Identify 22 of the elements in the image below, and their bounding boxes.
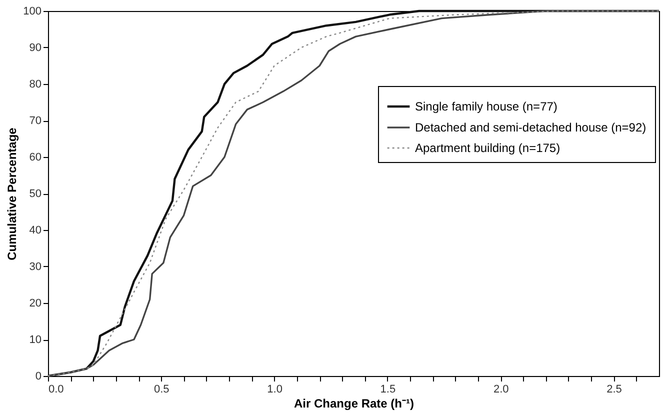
- legend-label: Apartment building (n=175): [415, 141, 560, 155]
- y-tick-label: 90: [29, 42, 42, 54]
- y-tick-label: 30: [29, 261, 42, 273]
- y-tick-label: 40: [29, 224, 42, 236]
- x-tick-label: 2.0: [493, 384, 509, 396]
- y-tick-label: 20: [29, 298, 42, 310]
- y-tick-label: 70: [29, 115, 42, 127]
- x-tick-label: 1.5: [380, 384, 396, 396]
- y-tick-label: 100: [23, 6, 42, 18]
- legend-label: Single family house (n=77): [415, 100, 558, 114]
- x-tick-label: 0.0: [48, 384, 64, 396]
- x-axis-title: Air Change Rate (h⁻¹): [294, 396, 414, 410]
- y-axis-title: Cumulative Percentage: [5, 127, 20, 260]
- y-tick-label: 80: [29, 78, 42, 90]
- y-tick-label: 60: [29, 152, 42, 164]
- y-tick-label: 0: [35, 370, 42, 382]
- y-tick-label: 50: [29, 188, 42, 200]
- x-tick-label: 0.5: [154, 384, 170, 396]
- x-tick-label: 1.0: [267, 384, 282, 396]
- legend-label: Detached and semi-detached house (n=92): [415, 120, 646, 134]
- x-tick-label: 2.5: [606, 384, 622, 396]
- y-tick-label: 10: [29, 334, 42, 346]
